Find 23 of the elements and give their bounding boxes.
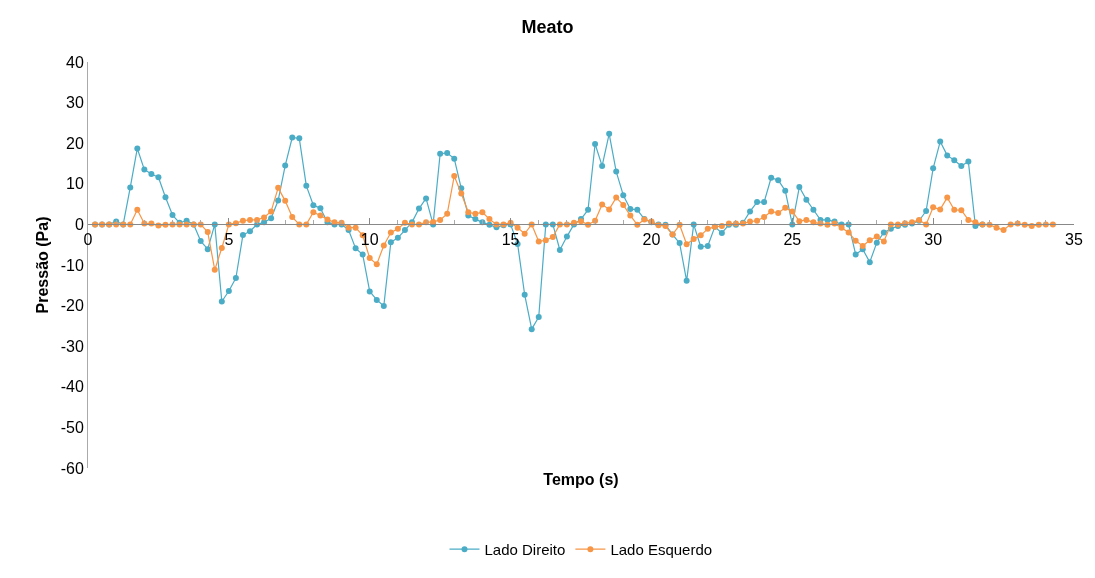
- y-tick-label: -50: [60, 419, 84, 436]
- y-tick-label: 0: [74, 216, 84, 233]
- y-axis-title: Pressão (Pa): [33, 216, 51, 314]
- x-tick-label: 20: [642, 230, 661, 248]
- y-tick-label: -20: [60, 297, 84, 315]
- x-axis-title: Tempo (s): [543, 470, 619, 488]
- legend-label: Lado Direito: [484, 541, 566, 559]
- y-tick-label: -10: [60, 256, 84, 274]
- x-tick-label: 25: [783, 230, 802, 248]
- chart-title: Meato: [521, 16, 574, 37]
- y-tick-label: -60: [60, 459, 84, 477]
- y-tick-label: 40: [66, 53, 84, 71]
- y-tick-label: 20: [66, 134, 84, 152]
- x-tick-label: 35: [1065, 230, 1083, 248]
- y-tick-label: -40: [60, 378, 84, 396]
- y-tick-label: 10: [66, 175, 84, 193]
- y-tick-label: 30: [66, 94, 84, 112]
- x-tick-label: 10: [360, 230, 379, 248]
- x-tick-label: 5: [224, 230, 234, 248]
- x-tick-label: 15: [501, 230, 520, 248]
- legend-label: Lado Esquerdo: [610, 541, 713, 559]
- y-tick-label: -30: [60, 337, 84, 355]
- x-tick-label: 30: [924, 230, 943, 248]
